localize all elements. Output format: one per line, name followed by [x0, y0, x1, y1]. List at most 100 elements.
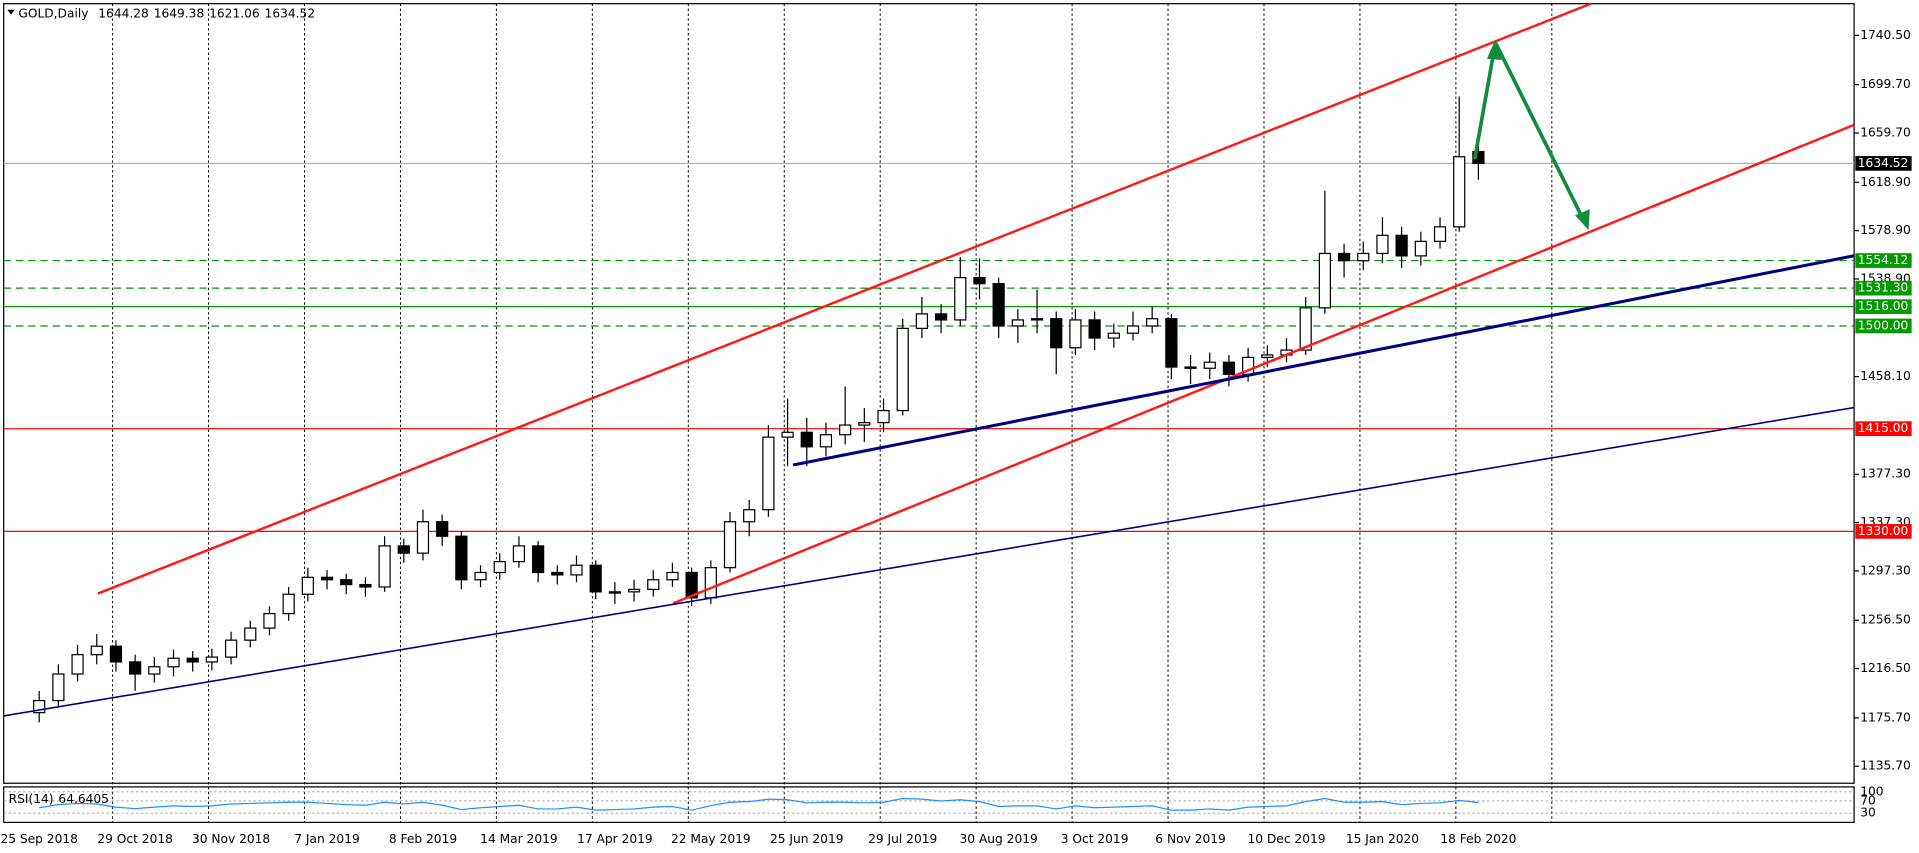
- candle-body: [819, 434, 833, 448]
- channel-lower: [672, 123, 1855, 605]
- candle-body: [685, 571, 698, 599]
- arrow-down: [1493, 42, 1586, 222]
- level-label-box: [1855, 524, 1912, 539]
- x-tick-label: 6 Nov 2019: [1155, 832, 1226, 846]
- level-label: 1554.12: [1858, 253, 1909, 267]
- candle-body: [934, 313, 948, 321]
- candle-body: [839, 424, 852, 436]
- candle-body: [877, 409, 890, 424]
- drawings: [3, 2, 1855, 717]
- arrow-head: [1486, 39, 1502, 60]
- y-tick-label: 1458.10: [1860, 369, 1911, 383]
- level-label-box: [1855, 156, 1912, 171]
- candle-body: [1107, 332, 1120, 339]
- candle-body: [186, 657, 199, 663]
- labels: GOLD,Daily 1644.28 1649.38 1621.06 1634.52 R…: [0, 6, 1912, 846]
- candle-body: [167, 657, 180, 668]
- x-tick-label: 14 Mar 2019: [480, 832, 557, 846]
- candle-body: [1011, 319, 1024, 327]
- candle-body: [359, 583, 372, 588]
- x-tick-label: 10 Dec 2019: [1247, 832, 1325, 846]
- candle-body: [416, 521, 430, 554]
- candle-body: [1222, 361, 1236, 375]
- arrow-head: [1575, 209, 1590, 231]
- candle-body: [896, 327, 909, 412]
- x-tick-label: 3 Oct 2019: [1061, 832, 1129, 846]
- candle-body: [33, 699, 46, 714]
- rsi-name: RSI(14): [9, 792, 54, 806]
- candle-body: [129, 661, 142, 675]
- rsi-header: RSI(14) 64.6405: [9, 792, 109, 806]
- rsi-tick-label: 30: [1860, 806, 1876, 820]
- x-tick-label: 29 Oct 2018: [97, 832, 173, 846]
- candle-body: [263, 612, 276, 629]
- x-tick-label: 17 Apr 2019: [577, 832, 653, 846]
- menu-icon: [7, 9, 15, 15]
- level-label: 1634.52: [1858, 156, 1909, 170]
- x-tick-label: 25 Sep 2018: [0, 832, 77, 846]
- candle-body: [973, 277, 986, 285]
- candle-body: [627, 588, 641, 593]
- candle-body: [301, 576, 314, 595]
- candle-body: [570, 564, 583, 576]
- support-line: [792, 254, 1855, 467]
- candle-body: [723, 521, 737, 569]
- candle-body: [531, 545, 545, 574]
- candle-body: [781, 431, 794, 438]
- y-tick-label: 1659.70: [1860, 125, 1911, 139]
- candle-body: [1126, 325, 1140, 334]
- y-tick-label: 1297.30: [1860, 563, 1911, 577]
- rsi-tick-label: 100: [1860, 784, 1883, 798]
- candle-body: [455, 535, 468, 581]
- level-label: 1500.00: [1858, 318, 1909, 332]
- candle-body: [1088, 319, 1101, 339]
- x-tick-label: 25 Jun 2019: [770, 832, 844, 846]
- y-tick-label: 1175.70: [1860, 710, 1911, 724]
- candle-body: [1299, 307, 1312, 351]
- candle-body: [1069, 319, 1082, 349]
- y-tick-label: 1135.70: [1860, 759, 1911, 773]
- level-label-box: [1855, 299, 1912, 314]
- candle-body: [378, 545, 391, 588]
- title: GOLD,Daily: [18, 6, 88, 20]
- candle-body: [608, 591, 621, 594]
- candle-body: [71, 654, 84, 675]
- candle-body: [762, 436, 775, 511]
- low: 1621.06: [209, 6, 260, 20]
- rsi-pane: [3, 786, 1855, 824]
- x-tick-label: 15 Jan 2020: [1346, 832, 1419, 846]
- x-tick-label: 30 Aug 2019: [960, 832, 1038, 846]
- high: 1649.38: [154, 6, 205, 20]
- level-label-box: [1855, 421, 1912, 437]
- candle-body: [90, 645, 103, 656]
- plot: [3, 3, 1860, 823]
- candle-body: [474, 571, 487, 581]
- candle-body: [1453, 156, 1466, 228]
- candle-body: [493, 561, 506, 574]
- candle-body: [436, 521, 449, 537]
- candle-body: [704, 567, 717, 599]
- level-label: 1330.00: [1858, 524, 1909, 538]
- level-label-box: [1855, 253, 1912, 268]
- level-label-box: [1855, 318, 1912, 334]
- rsi-tick-label: 70: [1860, 793, 1876, 807]
- candle-body: [1203, 361, 1216, 369]
- candle-body: [589, 564, 602, 593]
- candle-body: [1433, 226, 1447, 242]
- level-label: 1415.00: [1858, 421, 1909, 435]
- candle-body: [915, 313, 929, 329]
- candle-body: [647, 579, 660, 591]
- candle-body: [148, 666, 161, 675]
- candle-body: [800, 431, 813, 448]
- y-tick-label: 1256.50: [1860, 613, 1911, 627]
- candle-body: [858, 422, 871, 426]
- y-tick-label: 1377.30: [1860, 467, 1911, 481]
- level-label: 1531.30: [1858, 281, 1909, 295]
- long-support-line: [3, 406, 1855, 717]
- candle-body: [1376, 234, 1389, 255]
- y-tick-label: 1618.90: [1860, 175, 1911, 189]
- candle-body: [512, 545, 526, 563]
- candle-body: [1165, 318, 1178, 368]
